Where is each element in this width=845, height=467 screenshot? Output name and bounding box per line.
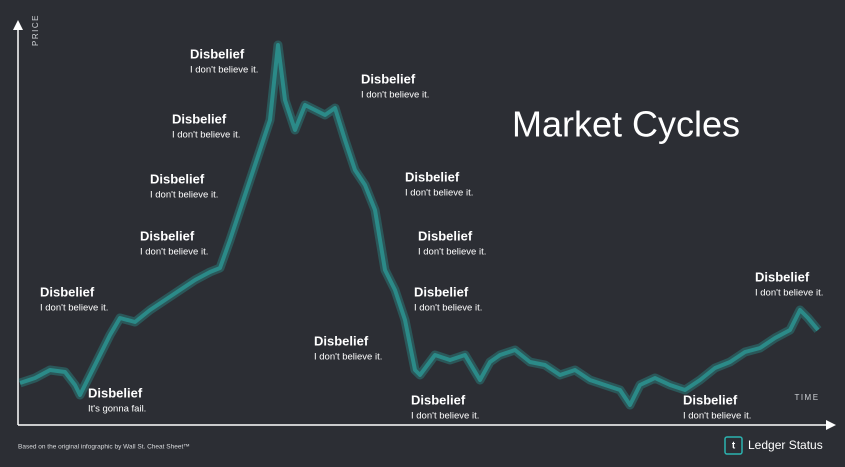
annotation-title: Disbelief: [150, 171, 205, 186]
annotation-text: I don't believe it.: [418, 247, 486, 258]
annotation-title: Disbelief: [314, 333, 369, 348]
annotation-title: Disbelief: [418, 228, 473, 243]
annotation-title: Disbelief: [172, 111, 227, 126]
annotation-text: I don't believe it.: [411, 411, 479, 422]
annotation-text: I don't believe it.: [172, 130, 240, 141]
price-line: [19, 43, 820, 407]
annotation-title: Disbelief: [411, 392, 466, 407]
annotation-text: I don't believe it.: [361, 90, 429, 101]
annotation-text: I don't believe it.: [405, 188, 473, 199]
brand-name: Ledger Status: [748, 438, 823, 452]
annotation-title: Disbelief: [140, 228, 195, 243]
annotation-text: I don't believe it.: [755, 288, 823, 299]
annotation-title: Disbelief: [361, 71, 416, 86]
y-axis-label: PRICE: [31, 14, 40, 46]
annotation-title: Disbelief: [40, 284, 95, 299]
annotation-text: I don't believe it.: [414, 303, 482, 314]
annotation-text: I don't believe it.: [140, 247, 208, 258]
annotation-title: Disbelief: [683, 392, 738, 407]
brand-logo-letter: t: [732, 441, 736, 452]
annotation-text: I don't believe it.: [150, 190, 218, 201]
chart-title: Market Cycles: [512, 104, 740, 145]
annotation-title: Disbelief: [190, 46, 245, 61]
annotation-title: Disbelief: [755, 269, 810, 284]
annotation-text: I don't believe it.: [40, 303, 108, 314]
annotation-text: I don't believe it.: [190, 65, 258, 76]
brand-logo: [724, 436, 743, 455]
x-axis-arrow: [826, 420, 836, 430]
annotation-title: Disbelief: [414, 284, 469, 299]
source-note: Based on the original infographic by Wal…: [18, 444, 190, 451]
annotation-text: I don't believe it.: [683, 411, 751, 422]
annotation-text: I don't believe it.: [314, 352, 382, 363]
y-axis-arrow: [13, 20, 23, 30]
annotation-title: Disbelief: [405, 169, 460, 184]
x-axis-label: TIME: [794, 393, 819, 402]
annotation-text: It's gonna fail.: [88, 404, 146, 415]
annotation-title: Disbelief: [88, 385, 143, 400]
